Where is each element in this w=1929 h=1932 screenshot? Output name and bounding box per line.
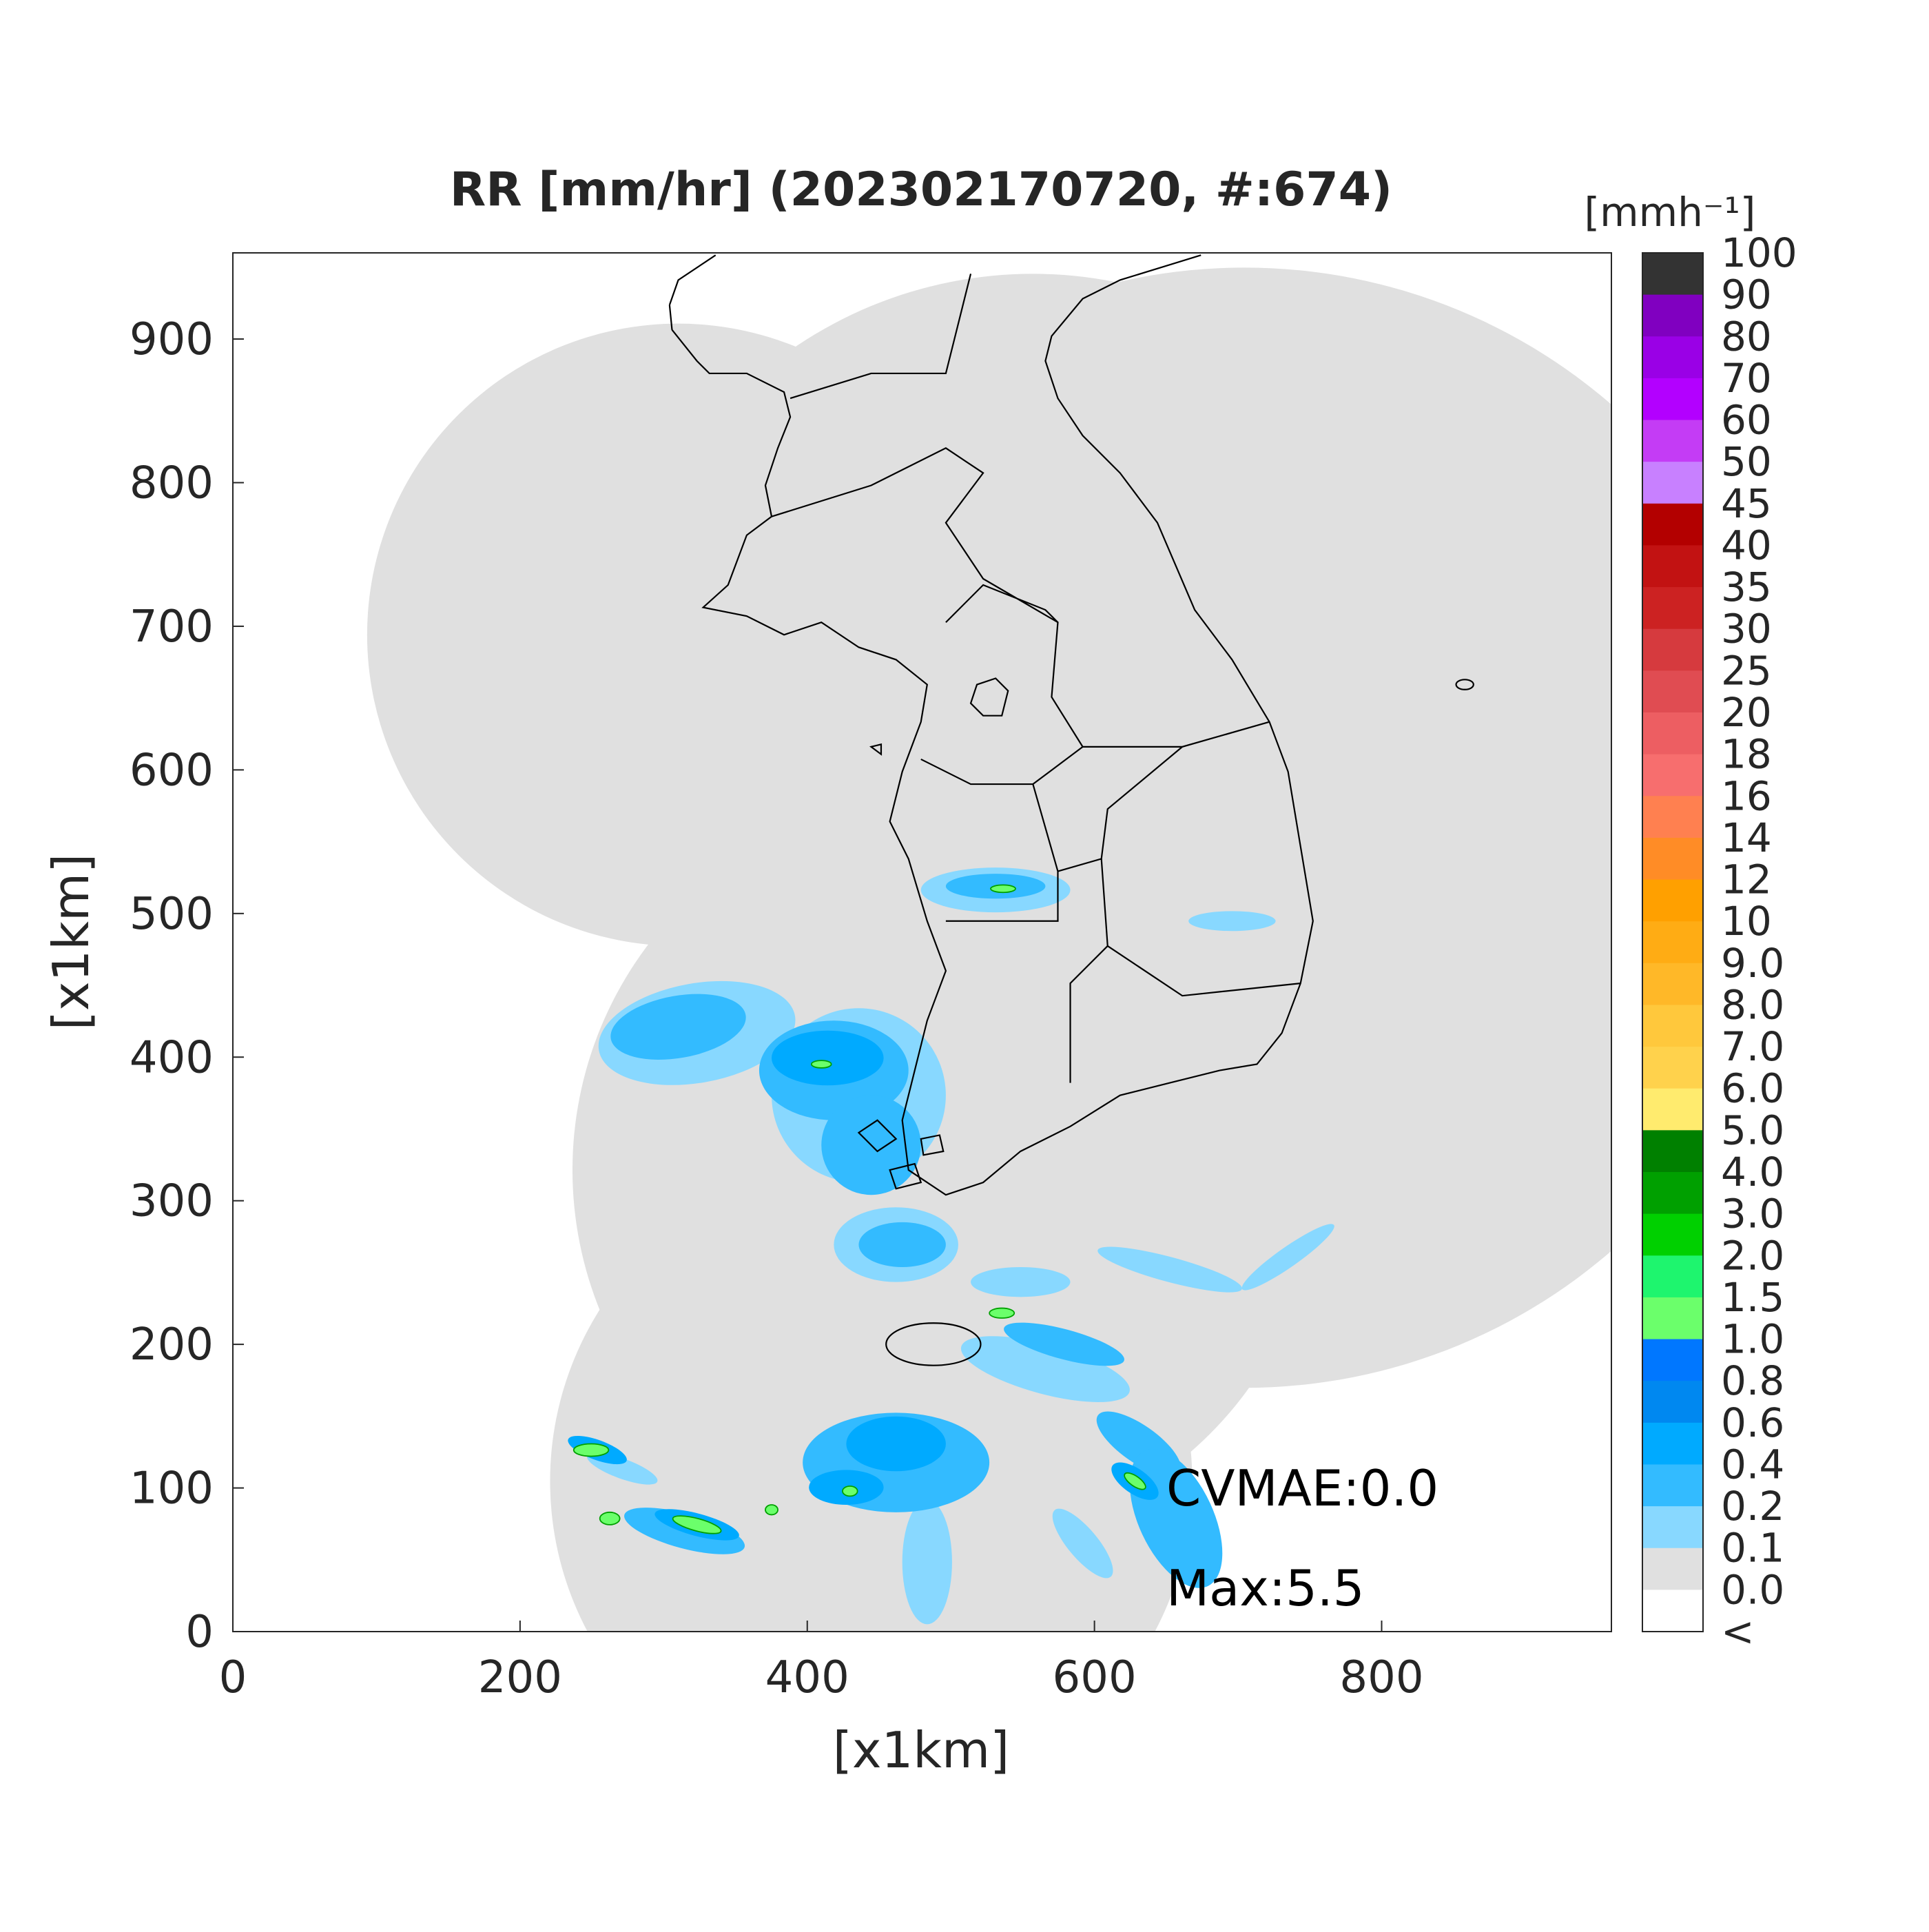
plot-frame [232, 252, 1612, 1632]
colorbar-below-label: < [1721, 1608, 1755, 1655]
colorbar-segment [1642, 462, 1703, 504]
colorbar-tick-label: 0.1 [1721, 1525, 1784, 1572]
colorbar-segment [1642, 294, 1703, 337]
y-tick-label: 300 [130, 1176, 214, 1227]
radar-coverage [367, 267, 1611, 1632]
colorbar-segment [1642, 1213, 1703, 1256]
colorbar-segment [1642, 378, 1703, 421]
colorbar-tick-label: 0.0 [1721, 1566, 1784, 1613]
x-axis-label: [x1km] [833, 1721, 1009, 1779]
colorbar-frame [1642, 252, 1704, 1632]
x-tick-label: 0 [219, 1652, 247, 1703]
annotation: CVMAE:0.0 [1166, 1459, 1438, 1517]
colorbar-segment [1642, 670, 1703, 713]
colorbar-segment [1642, 336, 1703, 379]
colorbar-segment [1642, 1339, 1703, 1381]
colorbar-tick-label: 80 [1721, 313, 1772, 360]
colorbar-segment [1642, 796, 1703, 839]
colorbar-segment [1642, 879, 1703, 922]
colorbar-tick-label: 5.0 [1721, 1107, 1784, 1153]
y-tick-label: 200 [130, 1319, 214, 1370]
colorbar-tick-label: 7.0 [1721, 1023, 1784, 1070]
annotation: Max:5.5 [1166, 1559, 1365, 1617]
colorbar-tick-label: 100 [1721, 229, 1797, 276]
colorbar-tick-label: 0.8 [1721, 1357, 1784, 1404]
y-axis-label: [x1km] [42, 854, 100, 1030]
map [367, 255, 1611, 1632]
colorbar-segment [1642, 1464, 1703, 1507]
colorbar-tick-label: 0.2 [1721, 1483, 1784, 1530]
colorbar-tick-label: 16 [1721, 772, 1772, 819]
colorbar-tick-label: 35 [1721, 564, 1772, 610]
colorbar-tick-label: 30 [1721, 606, 1772, 652]
colorbar-segment [1642, 754, 1703, 797]
colorbar-segment [1642, 712, 1703, 755]
colorbar-segment [1642, 921, 1703, 964]
colorbar-tick-label: 0.4 [1721, 1441, 1784, 1488]
colorbar-segment [1642, 1381, 1703, 1424]
x-tick-label: 800 [1339, 1652, 1423, 1703]
y-tick-label: 500 [130, 889, 214, 940]
colorbar-segment [1642, 1130, 1703, 1173]
colorbar-tick-label: 6.0 [1721, 1065, 1784, 1112]
colorbar-segment [1642, 1422, 1703, 1465]
precipitation [568, 867, 1334, 1625]
colorbar-tick-label: 60 [1721, 397, 1772, 444]
colorbar-segment [1642, 1590, 1703, 1632]
chart-title: RR [mm/hr] (202302170720, #:674) [450, 163, 1392, 217]
colorbar-tick-label: 20 [1721, 689, 1772, 736]
colorbar-tick-label: 50 [1721, 438, 1772, 485]
colorbar-tick-label: 45 [1721, 480, 1772, 527]
colorbar-tick-label: 1.5 [1721, 1274, 1784, 1321]
colorbar-tick-label: 2.0 [1721, 1232, 1784, 1279]
colorbar-tick-label: 0.6 [1721, 1399, 1784, 1446]
colorbar-tick-label: 40 [1721, 522, 1772, 568]
colorbar-segment [1642, 420, 1703, 462]
colorbar-tick-label: 18 [1721, 731, 1772, 778]
colorbar-tick-label: 1.0 [1721, 1316, 1784, 1363]
colorbar-segment [1642, 503, 1703, 546]
colorbar-segment [1642, 837, 1703, 881]
colorbar-tick-label: 8.0 [1721, 981, 1784, 1028]
colorbar-segment [1642, 1548, 1703, 1590]
y-tick-label: 900 [130, 314, 214, 365]
y-tick-label: 0 [185, 1607, 214, 1658]
colorbar-segment [1642, 1088, 1703, 1131]
y-tick-label: 700 [130, 602, 214, 652]
colorbar-segment [1642, 545, 1703, 588]
colorbar-segment [1642, 963, 1703, 1005]
x-tick-label: 200 [478, 1652, 562, 1703]
colorbar-tick-label: 9.0 [1721, 940, 1784, 987]
colorbar-tick-label: 25 [1721, 647, 1772, 694]
colorbar-tick-label: 70 [1721, 355, 1772, 402]
colorbar-segment [1642, 1047, 1703, 1089]
colorbar-segment [1642, 628, 1703, 671]
colorbar-segment [1642, 1005, 1703, 1047]
y-tick-label: 100 [130, 1463, 214, 1514]
colorbar-tick-label: 90 [1721, 271, 1772, 318]
coastline [670, 255, 1474, 1365]
y-tick-label: 400 [130, 1032, 214, 1083]
y-tick-label: 600 [130, 745, 214, 796]
colorbar-unit: [mmh⁻¹] [1585, 189, 1756, 236]
colorbar-segment [1642, 1297, 1703, 1340]
colorbar-segment [1642, 253, 1703, 296]
colorbar-tick-label: 14 [1721, 814, 1772, 861]
radar-map [367, 255, 1611, 1632]
colorbar-segment [1642, 587, 1703, 630]
colorbar-tick-label: 12 [1721, 856, 1772, 903]
colorbar-tick-label: 10 [1721, 898, 1772, 945]
colorbar-segment [1642, 1506, 1703, 1549]
colorbar-tick-label: 4.0 [1721, 1149, 1784, 1195]
colorbar-segment [1642, 1172, 1703, 1215]
y-tick-label: 800 [130, 458, 214, 509]
x-tick-label: 600 [1053, 1652, 1137, 1703]
x-tick-label: 400 [765, 1652, 849, 1703]
colorbar-segment [1642, 1255, 1703, 1298]
colorbar-tick-label: 3.0 [1721, 1191, 1784, 1237]
